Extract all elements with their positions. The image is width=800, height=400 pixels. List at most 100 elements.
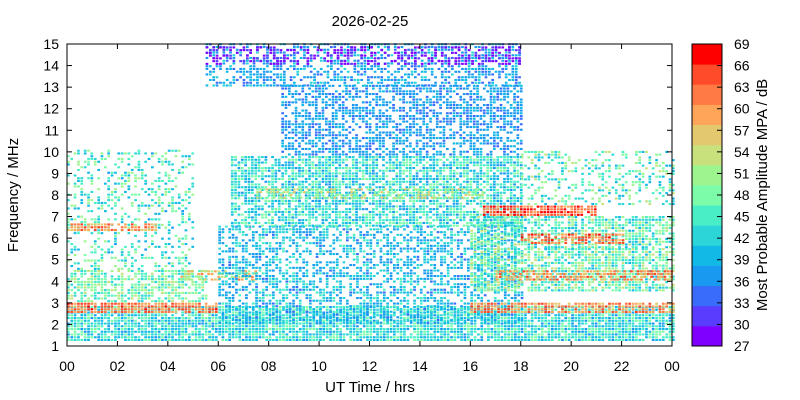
- heatmap-cell: [285, 294, 289, 297]
- heatmap-cell: [403, 247, 406, 250]
- heatmap-cell: [97, 160, 100, 163]
- heatmap-cell: [554, 325, 558, 328]
- heatmap-cell: [591, 330, 594, 333]
- heatmap-cell: [87, 177, 90, 180]
- heatmap-cell: [453, 283, 457, 286]
- heatmap-cell: [130, 201, 134, 204]
- heatmap-cell: [430, 269, 433, 272]
- heatmap-cell: [87, 330, 90, 333]
- heatmap-cell: [83, 336, 87, 339]
- heatmap-cell: [288, 255, 292, 258]
- heatmap-cell: [335, 306, 339, 309]
- heatmap-cell: [154, 193, 158, 196]
- heatmap-cell: [510, 336, 514, 339]
- heatmap-cell: [107, 322, 110, 325]
- heatmap-cell: [130, 228, 134, 231]
- heatmap-cell: [80, 317, 84, 320]
- heatmap-cell: [413, 314, 416, 317]
- heatmap-cell: [285, 338, 289, 341]
- heatmap-cell: [490, 236, 494, 239]
- heatmap-cell: [530, 319, 534, 322]
- heatmap-cell: [181, 272, 184, 275]
- heatmap-cell: [440, 275, 443, 278]
- heatmap-cell: [443, 302, 447, 305]
- heatmap-cell: [285, 336, 289, 339]
- heatmap-cell: [292, 328, 295, 331]
- heatmap-cell: [117, 325, 121, 328]
- heatmap-cell: [198, 319, 201, 322]
- heatmap-cell: [117, 267, 121, 270]
- heatmap-cell: [73, 278, 77, 281]
- heatmap-cell: [480, 321, 484, 324]
- heatmap-cell: [258, 305, 262, 308]
- heatmap-cell: [393, 244, 396, 247]
- heatmap-cell: [305, 231, 309, 234]
- heatmap-cell: [295, 325, 299, 328]
- heatmap-cell: [100, 152, 104, 155]
- heatmap-cell: [335, 328, 339, 331]
- heatmap-cell: [339, 239, 342, 242]
- heatmap-cell: [93, 302, 97, 305]
- heatmap-cell: [120, 294, 124, 297]
- heatmap-cell: [261, 314, 265, 317]
- heatmap-cell: [426, 247, 430, 250]
- heatmap-cell: [349, 321, 352, 324]
- heatmap-cell: [77, 310, 80, 313]
- heatmap-cell: [272, 317, 275, 320]
- heatmap-cell: [184, 229, 188, 232]
- heatmap-cell: [450, 233, 453, 236]
- heatmap-cell: [651, 314, 655, 317]
- heatmap-cell: [450, 228, 453, 231]
- heatmap-cell: [181, 300, 184, 303]
- heatmap-cell: [356, 321, 359, 324]
- heatmap-cell: [110, 251, 114, 254]
- heatmap-cell: [245, 302, 248, 305]
- heatmap-cell: [309, 297, 312, 300]
- heatmap-cell: [292, 272, 295, 275]
- heatmap-cell: [456, 255, 460, 258]
- heatmap-cell: [473, 316, 477, 319]
- heatmap-cell: [221, 338, 225, 341]
- heatmap-cell: [409, 231, 413, 234]
- heatmap-cell: [446, 321, 450, 324]
- heatmap-cell: [164, 322, 168, 325]
- heatmap-cell: [157, 157, 161, 160]
- heatmap-cell: [161, 210, 164, 213]
- heatmap-cell: [322, 272, 326, 275]
- heatmap-cell: [322, 328, 326, 331]
- heatmap-cell: [598, 322, 601, 325]
- heatmap-cell: [184, 166, 188, 169]
- heatmap-cell: [366, 244, 369, 247]
- heatmap-cell: [413, 266, 416, 269]
- heatmap-cell: [467, 269, 470, 272]
- heatmap-cell: [110, 330, 114, 333]
- heatmap-cell: [104, 283, 107, 286]
- heatmap-cell: [134, 302, 137, 305]
- heatmap-cell: [134, 152, 137, 155]
- heatmap-cell: [433, 258, 437, 261]
- heatmap-cell: [134, 314, 137, 317]
- heatmap-cell: [117, 294, 121, 297]
- heatmap-cell: [423, 308, 426, 311]
- heatmap-cell: [295, 286, 299, 289]
- heatmap-cell: [416, 244, 420, 247]
- heatmap-cell: [409, 325, 413, 328]
- heatmap-cell: [329, 319, 332, 322]
- heatmap-cell: [198, 291, 201, 294]
- heatmap-cell: [268, 308, 272, 311]
- heatmap-cell: [231, 297, 235, 300]
- heatmap-cell: [443, 333, 447, 336]
- heatmap-cell: [362, 322, 366, 325]
- heatmap-cell: [127, 174, 131, 177]
- heatmap-cell: [648, 325, 652, 328]
- heatmap-cell: [171, 199, 174, 202]
- heatmap-cell: [356, 330, 359, 333]
- heatmap-cell: [477, 269, 480, 272]
- heatmap-cell: [204, 280, 208, 283]
- heatmap-cell: [577, 333, 581, 336]
- heatmap-cell: [241, 272, 245, 275]
- heatmap-cell: [339, 314, 342, 317]
- heatmap-cell: [618, 322, 621, 325]
- heatmap-cell: [335, 308, 339, 311]
- heatmap-cell: [503, 338, 507, 341]
